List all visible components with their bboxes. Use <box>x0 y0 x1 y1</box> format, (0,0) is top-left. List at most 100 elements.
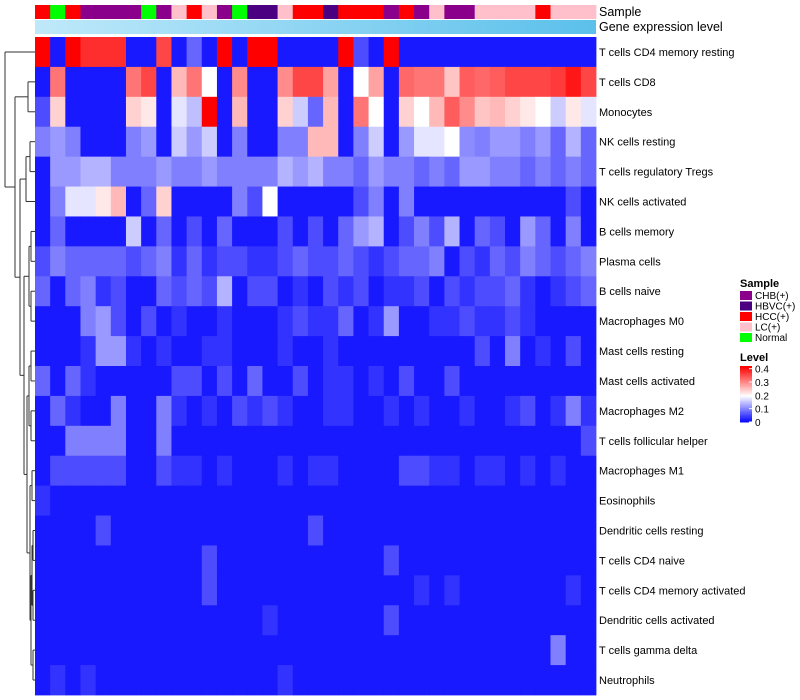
heatmap-cell <box>550 126 567 158</box>
heatmap-cell <box>307 96 324 128</box>
heatmap-cell <box>323 156 339 187</box>
heatmap-cell <box>216 306 233 337</box>
heatmap-cell <box>323 395 339 427</box>
heatmap-cell <box>292 156 309 187</box>
heatmap-cell <box>141 425 157 457</box>
heatmap-cell <box>489 216 506 247</box>
heatmap-cell <box>565 425 582 457</box>
sample-annotation-cell <box>125 5 142 19</box>
heatmap-cell <box>65 246 81 277</box>
row-label: T cells CD4 memory resting <box>599 47 735 59</box>
heatmap-cell <box>201 246 218 277</box>
legend-scale-step <box>740 402 752 405</box>
heatmap-cell <box>125 395 142 427</box>
legend-level-label: 0.1 <box>755 405 769 416</box>
heatmap-cell <box>535 96 551 128</box>
heatmap-cell <box>429 336 445 367</box>
heatmap-cell <box>262 605 278 636</box>
sample-annotation-cell <box>323 5 339 19</box>
heatmap-cell <box>459 515 476 546</box>
row-label: NK cells activated <box>599 197 686 209</box>
heatmap-cell <box>489 276 506 307</box>
heatmap-cell <box>201 216 218 247</box>
heatmap-cell <box>398 455 415 487</box>
heatmap-cell <box>535 126 551 158</box>
heatmap-cell <box>520 455 536 487</box>
heatmap-cell <box>444 336 460 367</box>
heatmap-cell <box>323 96 339 128</box>
heatmap-cell <box>125 455 142 487</box>
heatmap-cell <box>414 366 430 397</box>
heatmap-cell <box>323 455 339 487</box>
legend-scale-step <box>740 384 752 387</box>
heatmap-cell <box>520 336 536 367</box>
heatmap-cell <box>201 605 218 636</box>
gene-expression-annotation-bar <box>35 20 596 34</box>
heatmap-cell <box>141 276 157 307</box>
heatmap-cell <box>550 605 567 636</box>
heatmap-cell <box>292 366 309 397</box>
heatmap-cell <box>398 246 415 277</box>
heatmap-cell <box>156 186 172 217</box>
heatmap-cell <box>307 366 324 397</box>
heatmap-cell <box>262 186 278 217</box>
heatmap-cell <box>474 366 491 397</box>
heatmap-cell <box>520 665 536 696</box>
heatmap-cell <box>262 575 278 606</box>
heatmap-cell <box>292 395 309 427</box>
heatmap-cell <box>429 37 445 68</box>
legend-scale-step <box>740 368 752 371</box>
heatmap-cell <box>338 545 354 576</box>
heatmap-cell <box>398 485 415 516</box>
heatmap-cell <box>444 366 460 397</box>
heatmap-cell <box>353 156 369 187</box>
heatmap-cell <box>125 186 142 217</box>
heatmap-cell <box>186 575 203 606</box>
heatmap-cell <box>277 306 294 337</box>
heatmap-cell <box>338 246 354 277</box>
heatmap-cell <box>338 515 354 546</box>
heatmap-cell <box>80 545 97 576</box>
heatmap-cell <box>247 665 263 696</box>
legend-scale-step <box>740 371 752 374</box>
heatmap-cell <box>80 605 97 636</box>
heatmap-cell <box>247 395 263 427</box>
heatmap-cell <box>201 96 218 128</box>
heatmap-cell <box>110 635 127 666</box>
legend-sample-label: HBVC(+) <box>755 302 795 313</box>
heatmap-cell <box>398 156 415 187</box>
sample-annotation-cell <box>262 5 278 19</box>
row-dendrogram <box>4 51 35 681</box>
heatmap-cell <box>550 216 567 247</box>
heatmap-cell <box>247 545 263 576</box>
heatmap-cell <box>307 395 324 427</box>
heatmap-cell <box>232 336 248 367</box>
heatmap-cell <box>323 545 339 576</box>
legend-scale-step <box>740 415 752 417</box>
heatmap-cell <box>414 575 430 606</box>
heatmap-cell <box>201 485 218 516</box>
heatmap-cell <box>125 306 142 337</box>
heatmap-cell <box>156 366 172 397</box>
heatmap-cell <box>35 605 51 636</box>
heatmap-cell <box>505 37 521 68</box>
heatmap-cell <box>505 545 521 576</box>
heatmap-cell <box>505 306 521 337</box>
heatmap-cell <box>156 425 172 457</box>
sample-annotation-cell <box>201 5 218 19</box>
heatmap-cell <box>277 575 294 606</box>
heatmap-cell <box>550 545 567 576</box>
heatmap-cell <box>141 515 157 546</box>
heatmap-cell <box>383 96 400 128</box>
heatmap-cell <box>520 186 536 217</box>
heatmap-cell <box>292 485 309 516</box>
heatmap-cell <box>50 665 66 696</box>
heatmap-cell <box>35 545 51 576</box>
heatmap-cell <box>277 455 294 487</box>
heatmap-cell <box>186 455 203 487</box>
heatmap-cell <box>368 216 385 247</box>
legend-sample-label: LC(+) <box>755 323 780 334</box>
heatmap-cell <box>489 306 506 337</box>
heatmap-cell <box>414 425 430 457</box>
heatmap-cell <box>186 515 203 546</box>
